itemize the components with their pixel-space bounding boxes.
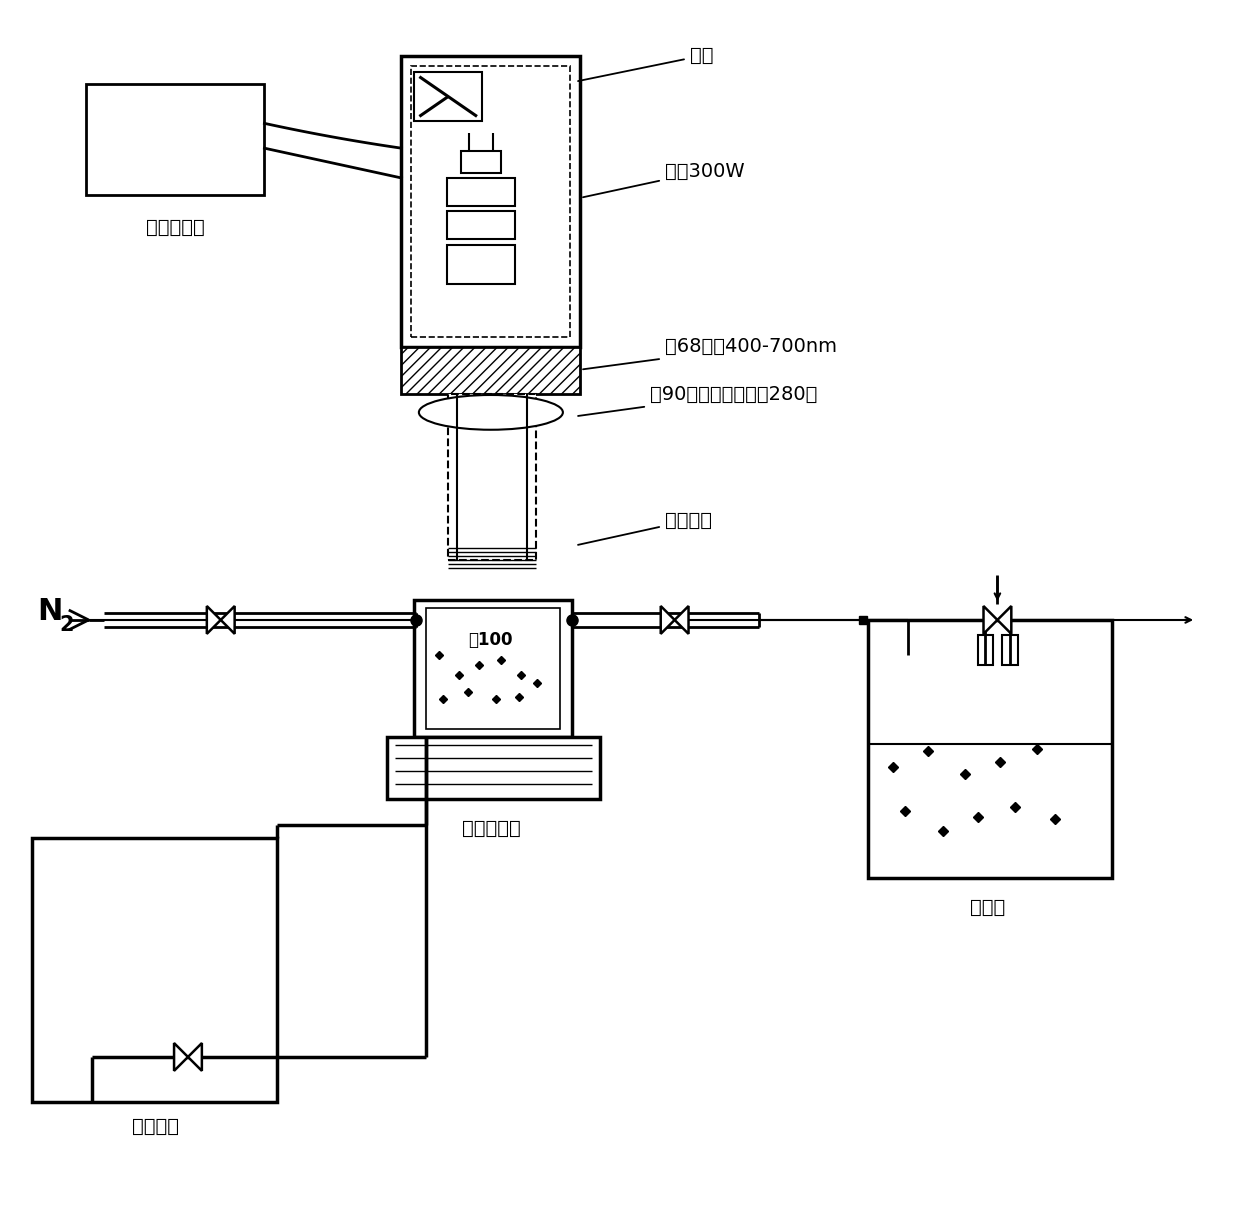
Bar	[448, 177, 515, 206]
Bar	[387, 737, 600, 799]
Bar	[448, 394, 536, 561]
Bar	[86, 83, 264, 195]
Text: 氙灯控制器: 氙灯控制器	[145, 218, 205, 236]
Text: 隆68滤片400-700nm: 隆68滤片400-700nm	[583, 338, 837, 370]
Bar	[414, 600, 573, 737]
Text: 隌100: 隌100	[469, 630, 513, 649]
Polygon shape	[675, 606, 688, 634]
Ellipse shape	[419, 395, 563, 430]
Polygon shape	[221, 606, 234, 634]
Polygon shape	[174, 1043, 188, 1071]
Text: 集气筒: 集气筒	[970, 898, 1006, 917]
Polygon shape	[997, 606, 1012, 634]
Bar	[448, 211, 515, 239]
Bar	[1002, 635, 1018, 665]
Bar	[427, 608, 560, 730]
Text: 风扇: 风扇	[578, 47, 713, 81]
Bar	[412, 66, 570, 337]
Bar	[868, 619, 1111, 878]
Bar	[402, 56, 580, 346]
Text: 磁力搅拌器: 磁力搅拌器	[461, 819, 521, 837]
Bar	[414, 72, 482, 121]
Bar	[402, 346, 580, 394]
Bar	[461, 151, 501, 173]
Bar	[32, 838, 278, 1102]
Polygon shape	[661, 606, 675, 634]
Bar	[448, 245, 515, 284]
Text: 氙灯300W: 氙灯300W	[583, 162, 744, 197]
Text: 隉90准直通镜（焦距280）: 隉90准直通镜（焦距280）	[578, 386, 817, 416]
Polygon shape	[207, 606, 221, 634]
Text: 循环水筒: 循环水筒	[131, 1116, 179, 1136]
Text: 石英玻璃: 石英玻璃	[578, 512, 712, 545]
Polygon shape	[188, 1043, 202, 1071]
Polygon shape	[983, 606, 997, 634]
Text: N: N	[37, 597, 62, 627]
Bar	[977, 635, 993, 665]
Text: 2: 2	[60, 614, 74, 635]
